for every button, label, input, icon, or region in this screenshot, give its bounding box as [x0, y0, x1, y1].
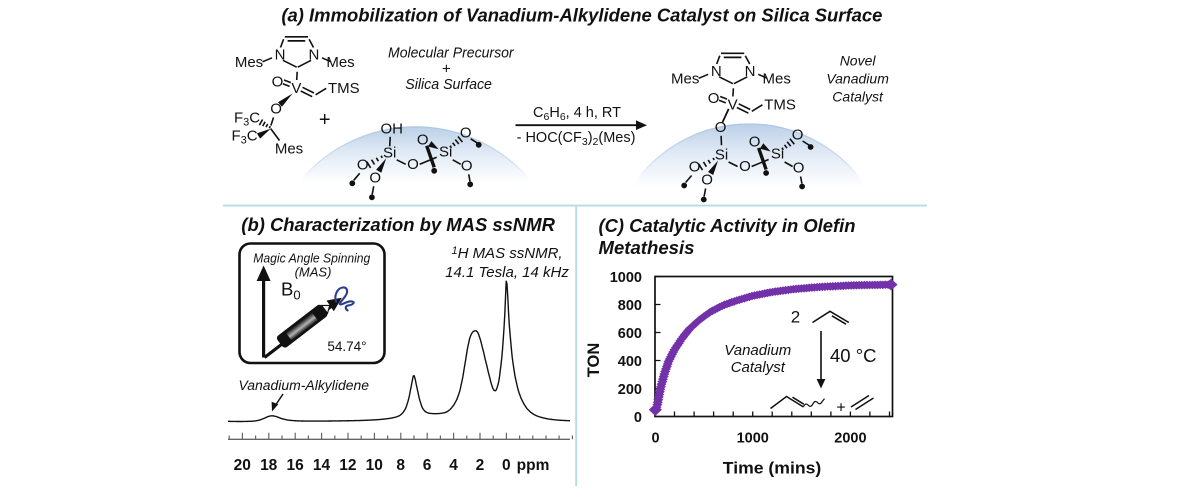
- svg-text:O: O: [689, 159, 701, 176]
- svg-text:Si: Si: [383, 144, 396, 161]
- svg-text:F3C: F3C: [234, 110, 260, 129]
- svg-text:18: 18: [260, 457, 278, 474]
- svg-text:N: N: [711, 63, 722, 80]
- svg-text:V: V: [291, 80, 301, 97]
- svg-text:F3C: F3C: [232, 127, 258, 146]
- svg-text:Mes: Mes: [235, 54, 263, 71]
- svg-text:Vanadium: Vanadium: [724, 342, 791, 359]
- svg-text:2: 2: [476, 457, 485, 474]
- svg-text:N: N: [745, 63, 756, 80]
- svg-text:4: 4: [449, 457, 458, 474]
- svg-text:OH: OH: [380, 121, 403, 138]
- svg-text:O: O: [369, 169, 381, 186]
- svg-text:O: O: [270, 100, 282, 117]
- svg-text:800: 800: [618, 298, 642, 314]
- svg-text:O: O: [461, 157, 473, 174]
- svg-text:Mes: Mes: [275, 140, 303, 157]
- svg-text:Si: Si: [715, 147, 728, 164]
- svg-text:Catalyst: Catalyst: [832, 89, 884, 105]
- svg-text:TON: TON: [585, 343, 603, 378]
- svg-text:O: O: [792, 127, 804, 144]
- svg-text:TMS: TMS: [328, 80, 360, 97]
- svg-text:+: +: [836, 400, 845, 417]
- svg-text:2: 2: [791, 308, 800, 327]
- svg-text:O: O: [417, 131, 429, 148]
- svg-text:O: O: [357, 156, 369, 173]
- svg-text:- HOC(CF3)2(Mes): - HOC(CF3)2(Mes): [517, 130, 636, 148]
- svg-text:8: 8: [396, 457, 405, 474]
- svg-text:(a) Immobilization of Vanadium: (a) Immobilization of Vanadium-Alkyliden…: [281, 5, 882, 26]
- svg-text:Magic Angle Spinning: Magic Angle Spinning: [253, 251, 371, 266]
- svg-text:(b) Characterization by MAS ss: (b) Characterization by MAS ssNMR: [241, 215, 555, 235]
- svg-text:O: O: [701, 172, 713, 189]
- svg-text:C6H6, 4 h, RT: C6H6, 4 h, RT: [533, 105, 621, 123]
- svg-text:14.1 Tesla, 14 kHz: 14.1 Tesla, 14 kHz: [445, 264, 569, 281]
- svg-text:Novel: Novel: [840, 53, 877, 69]
- svg-text:600: 600: [618, 326, 642, 342]
- svg-text:(C) Catalytic Activity in Olef: (C) Catalytic Activity in Olefin: [599, 216, 856, 236]
- svg-text:O: O: [272, 73, 284, 90]
- svg-text:Mes: Mes: [326, 54, 354, 71]
- svg-text:40 °C: 40 °C: [830, 345, 876, 366]
- svg-text:Si: Si: [771, 146, 784, 163]
- svg-text:0: 0: [651, 431, 659, 447]
- svg-text:200: 200: [618, 382, 642, 398]
- svg-text:400: 400: [618, 354, 642, 370]
- svg-text:O: O: [739, 158, 751, 175]
- svg-text:Time (mins): Time (mins): [723, 460, 822, 478]
- svg-text:6: 6: [423, 457, 432, 474]
- svg-text:O: O: [793, 160, 805, 177]
- svg-text:+: +: [319, 109, 331, 131]
- svg-text:Silica Surface: Silica Surface: [405, 76, 492, 93]
- svg-text:10: 10: [366, 457, 383, 474]
- svg-text:N: N: [275, 46, 286, 63]
- svg-text:20: 20: [234, 457, 251, 474]
- svg-text:O: O: [407, 156, 419, 173]
- svg-text:ppm: ppm: [517, 457, 550, 474]
- svg-text:+: +: [442, 60, 451, 77]
- svg-text:12: 12: [339, 457, 356, 474]
- svg-text:2000: 2000: [834, 431, 866, 447]
- svg-text:(MAS): (MAS): [295, 265, 332, 280]
- svg-text:Metathesis: Metathesis: [599, 238, 695, 258]
- svg-text:TMS: TMS: [764, 97, 796, 114]
- svg-text:Si: Si: [439, 143, 452, 160]
- svg-text:14: 14: [313, 457, 331, 474]
- svg-text:0: 0: [502, 457, 511, 474]
- svg-text:1H MAS ssNMR,: 1H MAS ssNMR,: [451, 245, 562, 262]
- svg-text:O: O: [708, 90, 720, 107]
- svg-text:0: 0: [634, 410, 642, 426]
- svg-text:16: 16: [286, 457, 304, 474]
- svg-text:Catalyst: Catalyst: [731, 359, 786, 376]
- svg-text:O: O: [715, 119, 727, 136]
- svg-text:1000: 1000: [737, 431, 769, 447]
- svg-text:Mes: Mes: [671, 71, 699, 88]
- svg-text:Vanadium-Alkylidene: Vanadium-Alkylidene: [239, 378, 370, 393]
- svg-text:Vanadium: Vanadium: [826, 71, 889, 87]
- svg-text:O: O: [749, 134, 761, 151]
- svg-text:V: V: [728, 97, 738, 114]
- svg-text:N: N: [308, 46, 319, 63]
- svg-text:Mes: Mes: [763, 71, 791, 88]
- svg-text:1000: 1000: [610, 270, 642, 286]
- svg-text:54.74°: 54.74°: [327, 339, 366, 354]
- svg-text:O: O: [460, 124, 472, 141]
- svg-text:Molecular Precursor: Molecular Precursor: [388, 45, 515, 62]
